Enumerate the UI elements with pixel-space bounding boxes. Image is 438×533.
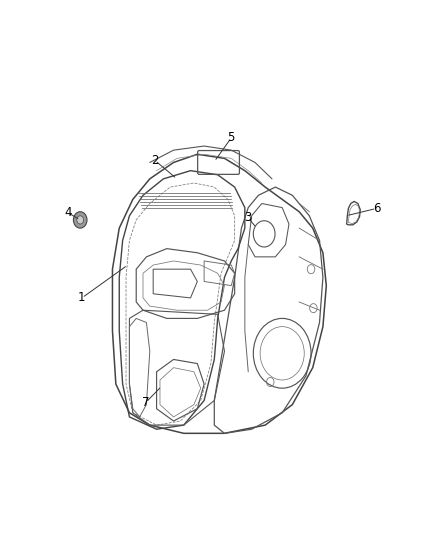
Text: 5: 5 — [228, 131, 235, 144]
Text: 2: 2 — [151, 154, 159, 167]
Circle shape — [74, 212, 87, 228]
Text: 7: 7 — [142, 396, 149, 409]
Text: 6: 6 — [373, 202, 380, 215]
Text: 3: 3 — [244, 212, 252, 224]
Text: 4: 4 — [64, 206, 71, 219]
Text: 1: 1 — [78, 292, 86, 304]
Circle shape — [77, 216, 84, 224]
